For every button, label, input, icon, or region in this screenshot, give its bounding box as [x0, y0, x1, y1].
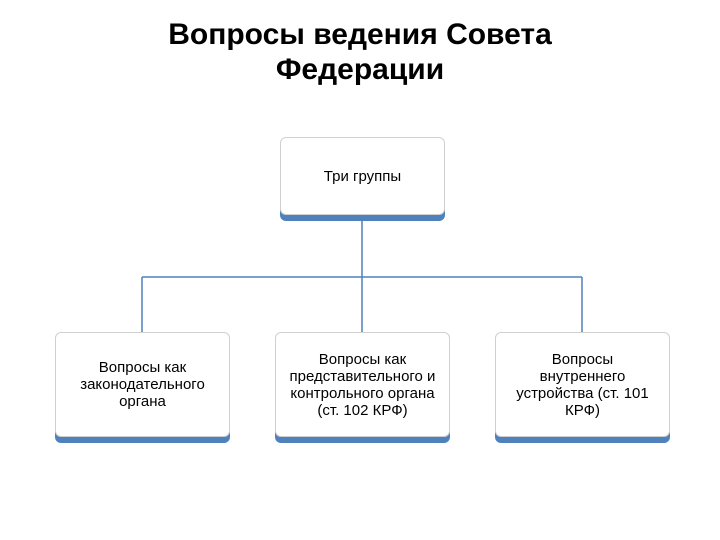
node-front: Вопросы внутреннего устройства (ст. 101 … — [495, 332, 670, 437]
child-label: Вопросы как законодательного органа — [68, 359, 217, 410]
child-label: Вопросы внутреннего устройства (ст. 101 … — [508, 351, 657, 419]
child-node-2: Вопросы внутреннего устройства (ст. 101 … — [495, 332, 670, 437]
node-front: Вопросы как законодательного органа — [55, 332, 230, 437]
title-line-1: Вопросы ведения Совета — [168, 18, 552, 51]
hierarchy-chart: Три группы Вопросы как законодательного … — [0, 107, 720, 507]
node-front: Вопросы как представительного и контроль… — [275, 332, 450, 437]
page-title: Вопросы ведения Совета Федерации — [0, 0, 720, 87]
title-line-2: Федерации — [276, 53, 444, 86]
child-node-1: Вопросы как представительного и контроль… — [275, 332, 450, 437]
child-label: Вопросы как представительного и контроль… — [288, 351, 437, 419]
node-front: Три группы — [280, 137, 445, 215]
root-node: Три группы — [280, 137, 445, 215]
child-node-0: Вопросы как законодательного органа — [55, 332, 230, 437]
root-label: Три группы — [324, 168, 401, 185]
